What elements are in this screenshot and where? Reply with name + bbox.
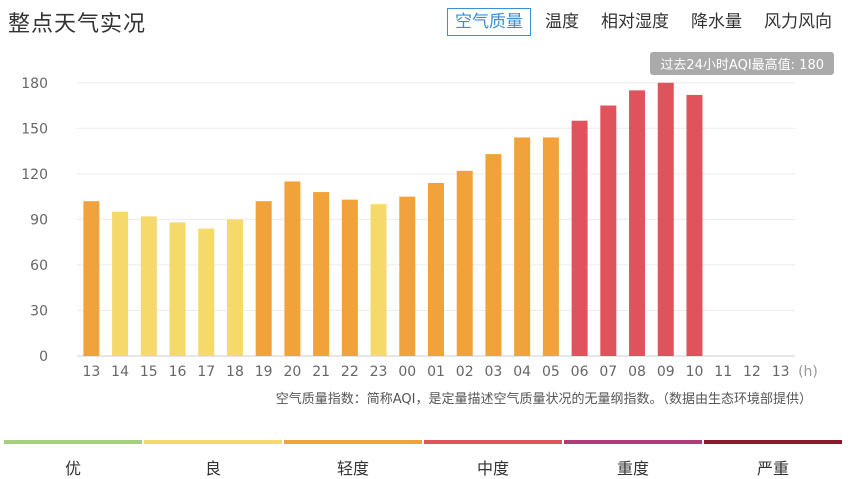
legend-swatch bbox=[144, 440, 282, 444]
aqi-bar[interactable] bbox=[284, 181, 301, 356]
aqi-legend: 优 良 轻度 中度 重度 严重 bbox=[0, 440, 848, 479]
aqi-bar[interactable] bbox=[686, 94, 703, 357]
x-tick-label: 13 bbox=[772, 364, 790, 380]
legend-label: 轻度 bbox=[336, 459, 369, 478]
x-tick-label: 06 bbox=[571, 364, 589, 380]
legend-item-moderate: 中度 bbox=[424, 440, 562, 479]
aqi-bar[interactable] bbox=[169, 222, 186, 356]
aqi-bar[interactable] bbox=[657, 82, 674, 356]
x-tick-label: 15 bbox=[140, 364, 158, 380]
aqi-note: 空气质量指数：简称AQI，是定量描述空气质量状况的无量纲指数。（数据由生态环境部… bbox=[275, 392, 812, 407]
legend-label: 良 bbox=[204, 459, 221, 478]
aqi-bar[interactable] bbox=[112, 211, 129, 356]
legend-item-heavy: 重度 bbox=[564, 440, 702, 479]
legend-swatch bbox=[704, 440, 842, 444]
aqi-bar[interactable] bbox=[514, 137, 531, 356]
x-tick-label: 18 bbox=[226, 364, 244, 380]
x-tick-label: 10 bbox=[686, 364, 704, 380]
legend-label: 中度 bbox=[476, 459, 509, 478]
x-tick-label: 11 bbox=[714, 364, 732, 380]
y-tick-label: 30 bbox=[30, 303, 48, 319]
x-tick-label: 09 bbox=[657, 364, 675, 380]
aqi-bar[interactable] bbox=[370, 204, 387, 356]
aqi-bar[interactable] bbox=[456, 170, 473, 356]
x-tick-label: 14 bbox=[111, 364, 129, 380]
aqi-bar[interactable] bbox=[140, 216, 157, 356]
x-tick-label: 04 bbox=[513, 364, 531, 380]
aqi-bar[interactable] bbox=[226, 219, 243, 356]
x-tick-label: 16 bbox=[169, 364, 187, 380]
aqi-bar[interactable] bbox=[571, 120, 588, 356]
tab-temperature[interactable]: 温度 bbox=[545, 12, 579, 32]
legend-item-good: 良 bbox=[144, 440, 282, 479]
y-tick-label: 0 bbox=[39, 349, 48, 365]
x-tick-label: 17 bbox=[197, 364, 215, 380]
x-tick-label: 03 bbox=[485, 364, 503, 380]
legend-swatch bbox=[424, 440, 562, 444]
tab-precipitation[interactable]: 降水量 bbox=[691, 12, 742, 32]
x-unit-label: (h) bbox=[798, 364, 818, 380]
max-aqi-badge: 过去24小时AQI最高值: 180 bbox=[650, 52, 834, 75]
legend-swatch bbox=[4, 440, 142, 444]
x-tick-label: 07 bbox=[599, 364, 617, 380]
legend-swatch bbox=[284, 440, 422, 444]
x-tick-label: 12 bbox=[743, 364, 761, 380]
aqi-bar[interactable] bbox=[313, 192, 330, 356]
x-tick-label: 21 bbox=[312, 364, 330, 380]
aqi-bar[interactable] bbox=[629, 90, 646, 356]
aqi-bar[interactable] bbox=[428, 182, 444, 356]
tab-humidity[interactable]: 相对湿度 bbox=[601, 12, 669, 32]
tab-air-quality[interactable]: 空气质量 bbox=[447, 8, 531, 36]
aqi-bar[interactable] bbox=[485, 154, 502, 356]
x-tick-label: 13 bbox=[82, 364, 100, 380]
y-tick-label: 150 bbox=[21, 121, 48, 137]
aqi-bar[interactable] bbox=[198, 228, 215, 356]
legend-item-excellent: 优 bbox=[4, 440, 142, 479]
y-tick-label: 90 bbox=[30, 212, 48, 228]
legend-item-light: 轻度 bbox=[284, 440, 422, 479]
aqi-bar[interactable] bbox=[399, 196, 416, 356]
tab-wind[interactable]: 风力风向 bbox=[764, 12, 832, 32]
x-tick-label: 23 bbox=[370, 364, 388, 380]
tab-bar: 空气质量 温度 相对湿度 降水量 风力风向 bbox=[441, 8, 840, 36]
x-tick-label: 05 bbox=[542, 364, 560, 380]
y-tick-label: 60 bbox=[30, 258, 48, 274]
legend-label: 重度 bbox=[616, 459, 649, 478]
x-tick-label: 01 bbox=[427, 364, 445, 380]
x-tick-label: 00 bbox=[398, 364, 416, 380]
legend-label: 严重 bbox=[756, 459, 789, 478]
x-tick-label: 20 bbox=[283, 364, 301, 380]
y-tick-label: 180 bbox=[21, 76, 48, 92]
x-tick-label: 02 bbox=[456, 364, 474, 380]
legend-item-severe: 严重 bbox=[704, 440, 842, 479]
legend-label: 优 bbox=[64, 459, 81, 478]
legend-swatch bbox=[564, 440, 702, 444]
aqi-bar[interactable] bbox=[600, 105, 617, 357]
page-title: 整点天气实况 bbox=[8, 12, 147, 37]
x-tick-label: 19 bbox=[255, 364, 273, 380]
aqi-bar[interactable] bbox=[341, 199, 358, 356]
y-tick-label: 120 bbox=[21, 167, 48, 183]
x-tick-label: 22 bbox=[341, 364, 359, 380]
x-tick-label: 08 bbox=[628, 364, 646, 380]
aqi-bar[interactable] bbox=[542, 137, 559, 356]
aqi-bar[interactable] bbox=[255, 201, 272, 356]
aqi-bar[interactable] bbox=[83, 201, 100, 356]
